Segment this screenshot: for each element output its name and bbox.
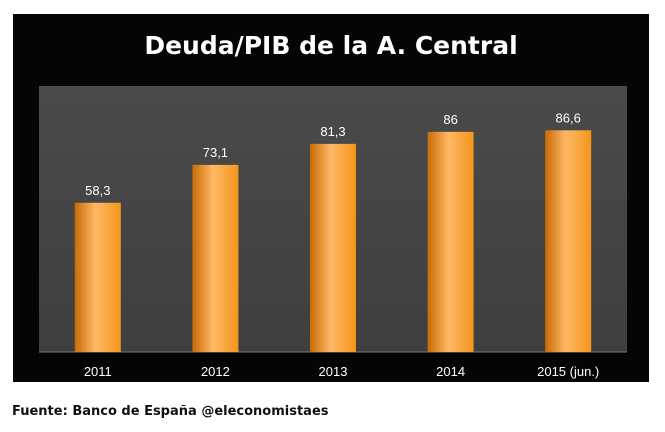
bar-1 [74, 202, 121, 352]
x-tick-label-2: 2012 [201, 364, 230, 379]
x-tick-label-5: 2015 (jun.) [537, 364, 599, 379]
x-tick-label-4: 2014 [436, 364, 465, 379]
chart-title: Deuda/PIB de la A. Central [144, 30, 518, 60]
x-tick-label-1: 2011 [84, 364, 112, 379]
data-label-3: 81,3 [320, 124, 345, 139]
bar-5 [545, 130, 592, 352]
x-tick-label-3: 2013 [319, 364, 348, 379]
bar-2 [192, 164, 239, 352]
bar-4 [427, 131, 474, 352]
data-label-4: 86 [443, 112, 457, 127]
data-label-1: 58,3 [85, 183, 110, 198]
bar-chart: 58,3 2011 73,1 2012 81,3 2013 86 2014 86,6 2015 (… [39, 86, 627, 379]
source-note: Fuente: Banco de España @eleconomistaes [12, 404, 329, 419]
chart-frame: Deuda/PIB de la A. Central 58,3 2011 73,1 2… [13, 14, 649, 382]
data-label-2: 73,1 [203, 145, 228, 160]
data-label-5: 86,6 [556, 110, 581, 125]
bar-3 [310, 143, 356, 352]
